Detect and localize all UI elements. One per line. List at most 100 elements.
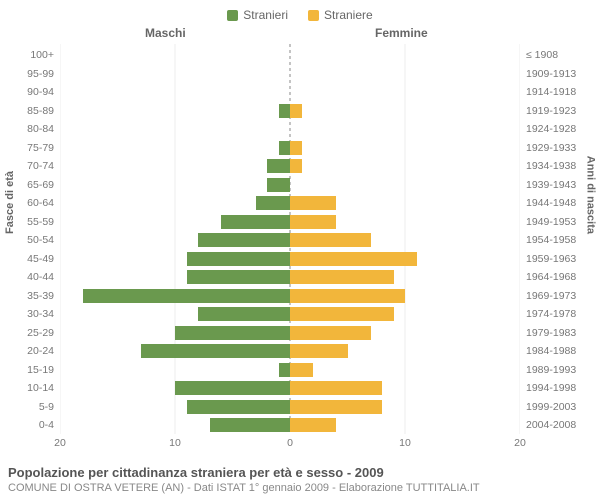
bar-female — [290, 344, 348, 358]
birth-year-label: 1959-1963 — [520, 253, 576, 265]
birth-year-label: 1974-1978 — [520, 308, 576, 320]
age-label: 25-29 — [27, 327, 60, 339]
age-label: 75-79 — [27, 142, 60, 154]
bar-male — [210, 418, 291, 432]
birth-year-label: 1929-1933 — [520, 142, 576, 154]
x-axis: 201001020 — [60, 437, 520, 453]
age-label: 50-54 — [27, 234, 60, 246]
age-row: 60-641944-1948 — [60, 194, 520, 213]
age-row: 25-291979-1983 — [60, 324, 520, 343]
birth-year-label: 1984-1988 — [520, 345, 576, 357]
age-row: 40-441964-1968 — [60, 268, 520, 287]
bar-female — [290, 400, 382, 414]
legend: Stranieri Straniere — [0, 0, 600, 24]
age-label: 85-89 — [27, 105, 60, 117]
legend-female-label: Straniere — [324, 8, 373, 22]
bar-female — [290, 363, 313, 377]
age-label: 80-84 — [27, 123, 60, 135]
column-header-female: Femmine — [375, 26, 428, 40]
age-row: 30-341974-1978 — [60, 305, 520, 324]
age-label: 45-49 — [27, 253, 60, 265]
age-label: 55-59 — [27, 216, 60, 228]
x-tick: 20 — [514, 437, 526, 449]
legend-male: Stranieri — [227, 8, 288, 22]
birth-year-label: 1914-1918 — [520, 86, 576, 98]
bar-male — [256, 196, 291, 210]
age-row: 20-241984-1988 — [60, 342, 520, 361]
age-row: 5-91999-2003 — [60, 398, 520, 417]
bar-female — [290, 141, 302, 155]
age-label: 30-34 — [27, 308, 60, 320]
age-label: 0-4 — [39, 419, 60, 431]
y-axis-label-left: Fasce di età — [4, 171, 16, 234]
bar-male — [279, 363, 291, 377]
age-row: 80-841924-1928 — [60, 120, 520, 139]
bar-male — [83, 289, 290, 303]
age-row: 15-191989-1993 — [60, 361, 520, 380]
birth-year-label: 1934-1938 — [520, 160, 576, 172]
legend-female: Straniere — [308, 8, 373, 22]
age-label: 35-39 — [27, 290, 60, 302]
bar-male — [267, 159, 290, 173]
footer: Popolazione per cittadinanza straniera p… — [0, 459, 600, 504]
birth-year-label: 1909-1913 — [520, 68, 576, 80]
birth-year-label: 1944-1948 — [520, 197, 576, 209]
birth-year-label: 1989-1993 — [520, 364, 576, 376]
bar-male — [175, 381, 290, 395]
y-axis-label-right: Anni di nascita — [584, 156, 596, 234]
column-header-male: Maschi — [145, 26, 186, 40]
bar-female — [290, 215, 336, 229]
age-label: 70-74 — [27, 160, 60, 172]
birth-year-label: 2004-2008 — [520, 419, 576, 431]
bar-male — [187, 252, 291, 266]
bar-male — [187, 270, 291, 284]
bar-male — [279, 141, 291, 155]
swatch-female — [308, 10, 319, 21]
age-row: 85-891919-1923 — [60, 102, 520, 121]
birth-year-label: 1924-1928 — [520, 123, 576, 135]
bar-male — [187, 400, 291, 414]
age-row: 35-391969-1973 — [60, 287, 520, 306]
bar-male — [198, 307, 290, 321]
age-row: 45-491959-1963 — [60, 250, 520, 269]
birth-year-label: 1954-1958 — [520, 234, 576, 246]
age-label: 20-24 — [27, 345, 60, 357]
age-row: 70-741934-1938 — [60, 157, 520, 176]
age-label: 15-19 — [27, 364, 60, 376]
birth-year-label: 1964-1968 — [520, 271, 576, 283]
bar-female — [290, 326, 371, 340]
birth-year-label: 1999-2003 — [520, 401, 576, 413]
birth-year-label: 1979-1983 — [520, 327, 576, 339]
age-row: 10-141994-1998 — [60, 379, 520, 398]
bar-female — [290, 307, 394, 321]
age-label: 65-69 — [27, 179, 60, 191]
age-row: 100+≤ 1908 — [60, 46, 520, 65]
x-tick: 10 — [399, 437, 411, 449]
age-label: 100+ — [30, 49, 60, 61]
age-label: 60-64 — [27, 197, 60, 209]
legend-male-label: Stranieri — [243, 8, 288, 22]
x-tick: 20 — [54, 437, 66, 449]
age-row: 50-541954-1958 — [60, 231, 520, 250]
age-row: 75-791929-1933 — [60, 139, 520, 158]
footer-title: Popolazione per cittadinanza straniera p… — [8, 465, 592, 480]
bar-female — [290, 159, 302, 173]
bar-female — [290, 270, 394, 284]
bar-female — [290, 233, 371, 247]
plot-area: 100+≤ 190895-991909-191390-941914-191885… — [60, 44, 520, 434]
age-row: 55-591949-1953 — [60, 213, 520, 232]
bar-male — [175, 326, 290, 340]
x-tick: 10 — [169, 437, 181, 449]
bar-male — [141, 344, 291, 358]
birth-year-label: 1949-1953 — [520, 216, 576, 228]
age-row: 65-691939-1943 — [60, 176, 520, 195]
swatch-male — [227, 10, 238, 21]
age-label: 10-14 — [27, 382, 60, 394]
bar-female — [290, 252, 417, 266]
bar-female — [290, 289, 405, 303]
age-row: 95-991909-1913 — [60, 65, 520, 84]
age-label: 40-44 — [27, 271, 60, 283]
age-label: 5-9 — [39, 401, 60, 413]
birth-year-label: 1994-1998 — [520, 382, 576, 394]
age-row: 0-42004-2008 — [60, 416, 520, 435]
